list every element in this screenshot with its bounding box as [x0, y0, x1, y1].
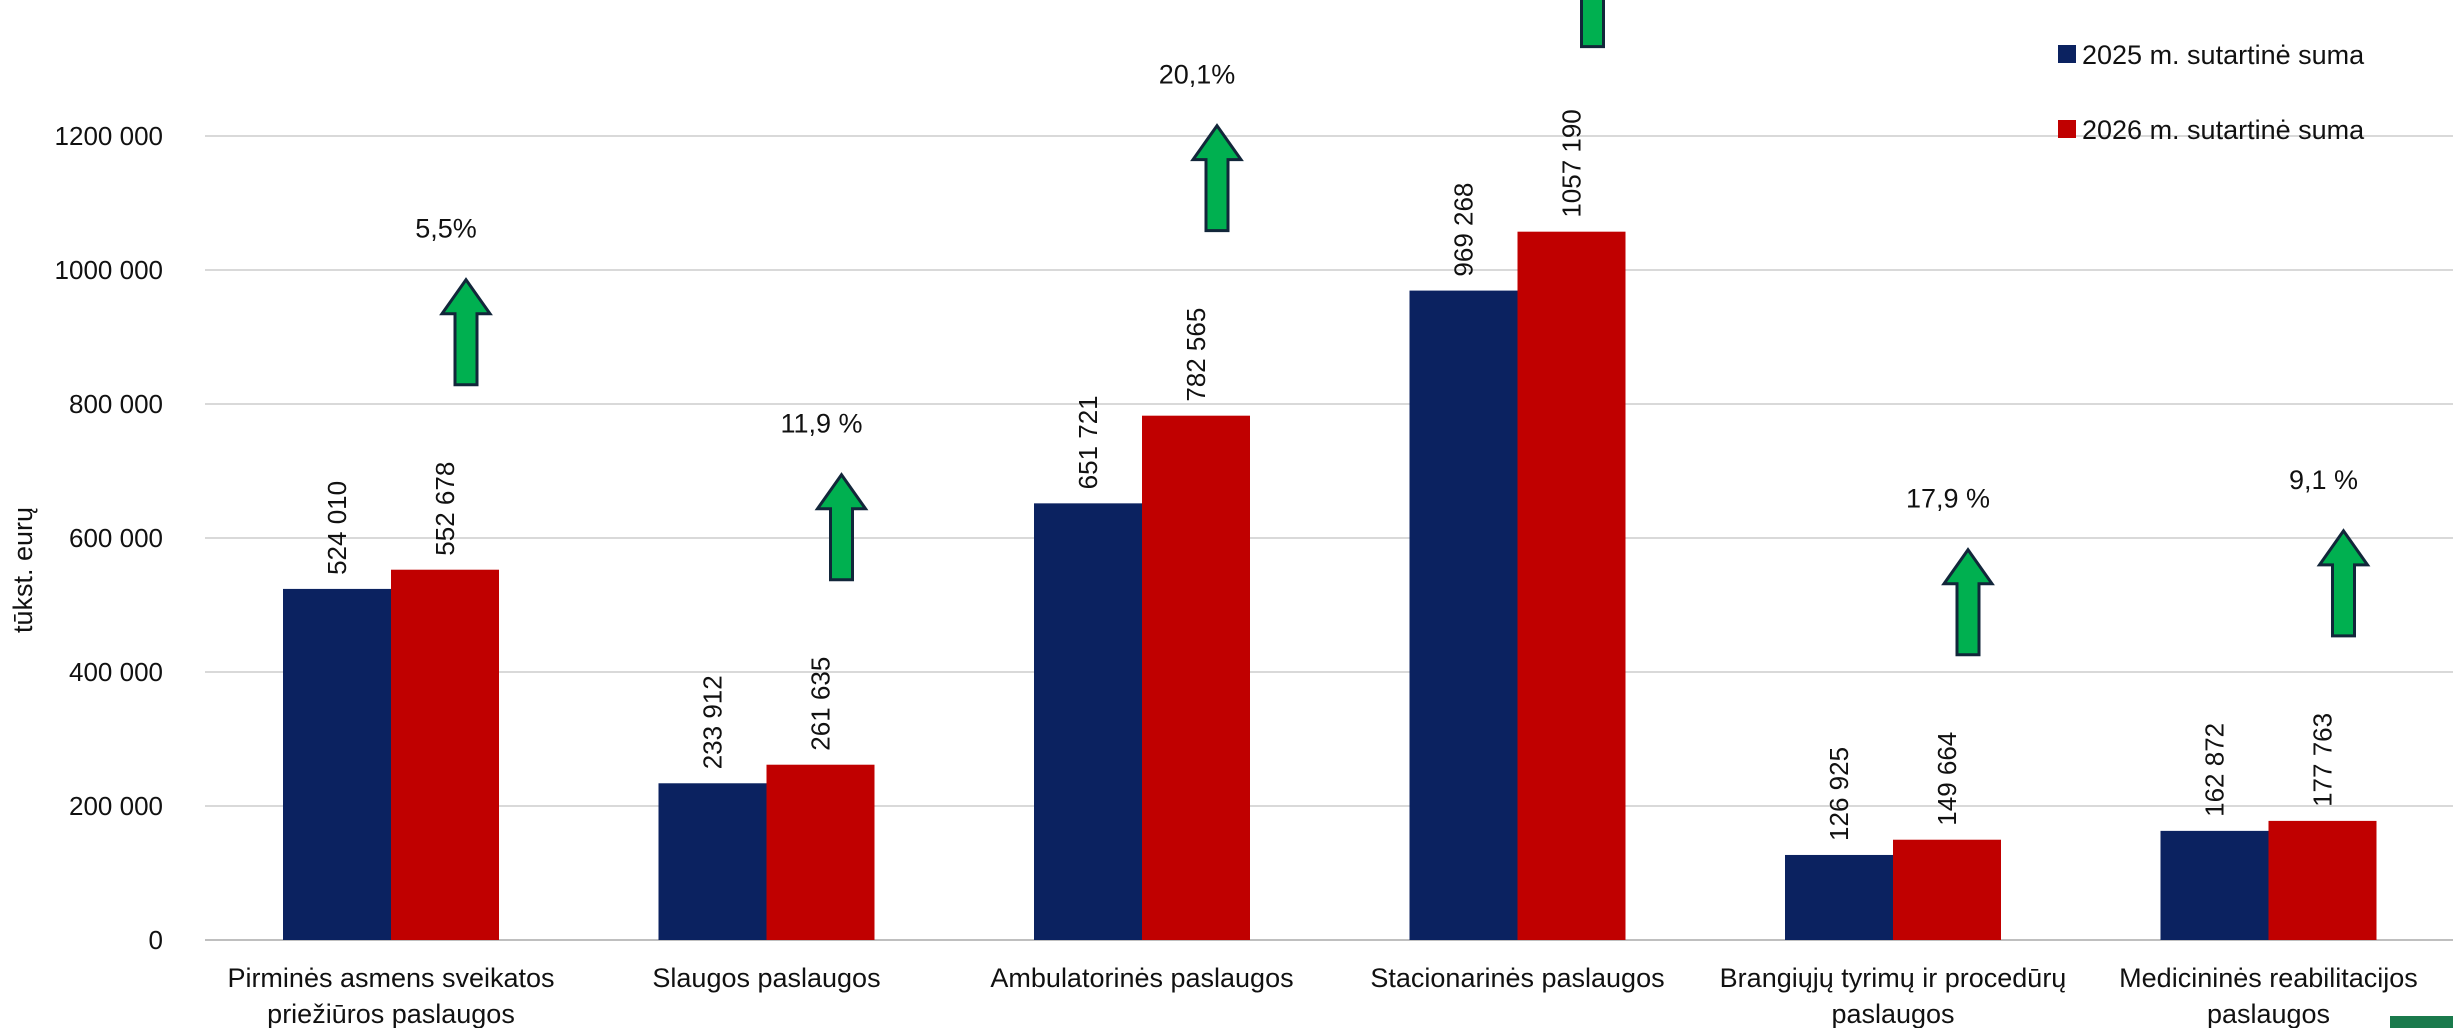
corner-badge	[2390, 1016, 2453, 1028]
y-axis-label: tūkst. eurų	[8, 507, 38, 633]
category-labels: Pirminės asmens sveikatos priežiūros pasl…	[227, 963, 2417, 1028]
category-label: priežiūros paslaugos	[267, 999, 515, 1028]
y-tick-label: 1000 000	[55, 255, 163, 285]
bar-2025	[283, 588, 391, 940]
growth-arrow-icon	[439, 277, 493, 387]
data-label: 782 565	[1181, 308, 1211, 402]
y-tick-label: 0	[149, 925, 163, 955]
category-label: Brangiųjų tyrimų ir procedūrų	[1720, 963, 2067, 993]
growth-arrow-icon	[1190, 123, 1244, 233]
data-label: 149 664	[1932, 732, 1962, 826]
data-label: 261 635	[806, 657, 836, 751]
y-axis-ticks: 0 200 000 400 000 600 000 800 000 1000 000 120…	[55, 121, 163, 955]
gridlines	[205, 135, 2453, 941]
category-label: paslaugos	[1831, 999, 1954, 1028]
y-tick-label: 600 000	[69, 523, 163, 553]
data-label: 177 763	[2308, 713, 2338, 807]
data-label: 126 925	[1824, 747, 1854, 841]
bar-2026	[391, 569, 499, 940]
legend: 2025 m. sutartinė suma 2026 m. sutartinė …	[2058, 40, 2365, 145]
category-label: Ambulatorinės paslaugos	[990, 963, 1293, 993]
bar-2026	[2268, 820, 2377, 940]
growth-percent-label: 5,5%	[415, 214, 477, 244]
growth-arrow-icon	[1580, 0, 1605, 49]
legend-swatch	[2058, 45, 2076, 63]
data-label: 1057 190	[1557, 109, 1587, 217]
bars	[283, 231, 2377, 941]
growth-arrow-icon	[2316, 528, 2371, 638]
category-label: Stacionarinės paslaugos	[1370, 963, 1664, 993]
growth-arrow-icon	[814, 472, 869, 582]
data-label: 651 721	[1073, 395, 1103, 489]
category-label: Slaugos paslaugos	[652, 963, 880, 993]
legend-label: 2025 m. sutartinė suma	[2082, 40, 2365, 70]
growth-percent-label: 9,1 %	[2289, 465, 2358, 495]
growth-arrow-icon	[1941, 547, 1995, 657]
category-label: Pirminės asmens sveikatos	[227, 963, 554, 993]
bar-2025	[1785, 854, 1893, 940]
data-label: 552 678	[430, 462, 460, 556]
y-tick-label: 1200 000	[55, 121, 163, 151]
bar-2026	[766, 764, 875, 940]
data-label: 524 010	[322, 481, 352, 575]
bar-2025	[658, 783, 767, 940]
y-tick-label: 800 000	[69, 389, 163, 419]
data-label: 233 912	[698, 675, 728, 769]
bar-2026	[1142, 415, 1250, 940]
growth-percent-label: 11,9 %	[780, 409, 862, 439]
legend-swatch	[2058, 120, 2076, 138]
bar-2025	[1409, 290, 1518, 940]
bar-2025	[1034, 503, 1142, 940]
y-tick-label: 400 000	[69, 657, 163, 687]
growth-percent-label: 20,1%	[1159, 60, 1236, 90]
legend-label: 2026 m. sutartinė suma	[2082, 115, 2365, 145]
category-label: Medicininės reabilitacijos	[2119, 963, 2418, 993]
data-labels: 524 010 552 678 233 912 261 635 651 721 782 5…	[322, 109, 2338, 841]
data-label: 162 872	[2200, 723, 2230, 817]
category-label: paslaugos	[2207, 999, 2330, 1028]
growth-percent-label: 17,9 %	[1906, 484, 1990, 514]
bar-2026	[1893, 839, 2001, 940]
data-label: 969 268	[1449, 183, 1479, 277]
bar-2025	[2160, 830, 2269, 940]
y-tick-label: 200 000	[69, 791, 163, 821]
growth-arrows: 5,5%11,9 %20,1%9,1 %17,9 %9,1 %	[415, 0, 2371, 657]
bar-2026	[1517, 231, 1626, 941]
